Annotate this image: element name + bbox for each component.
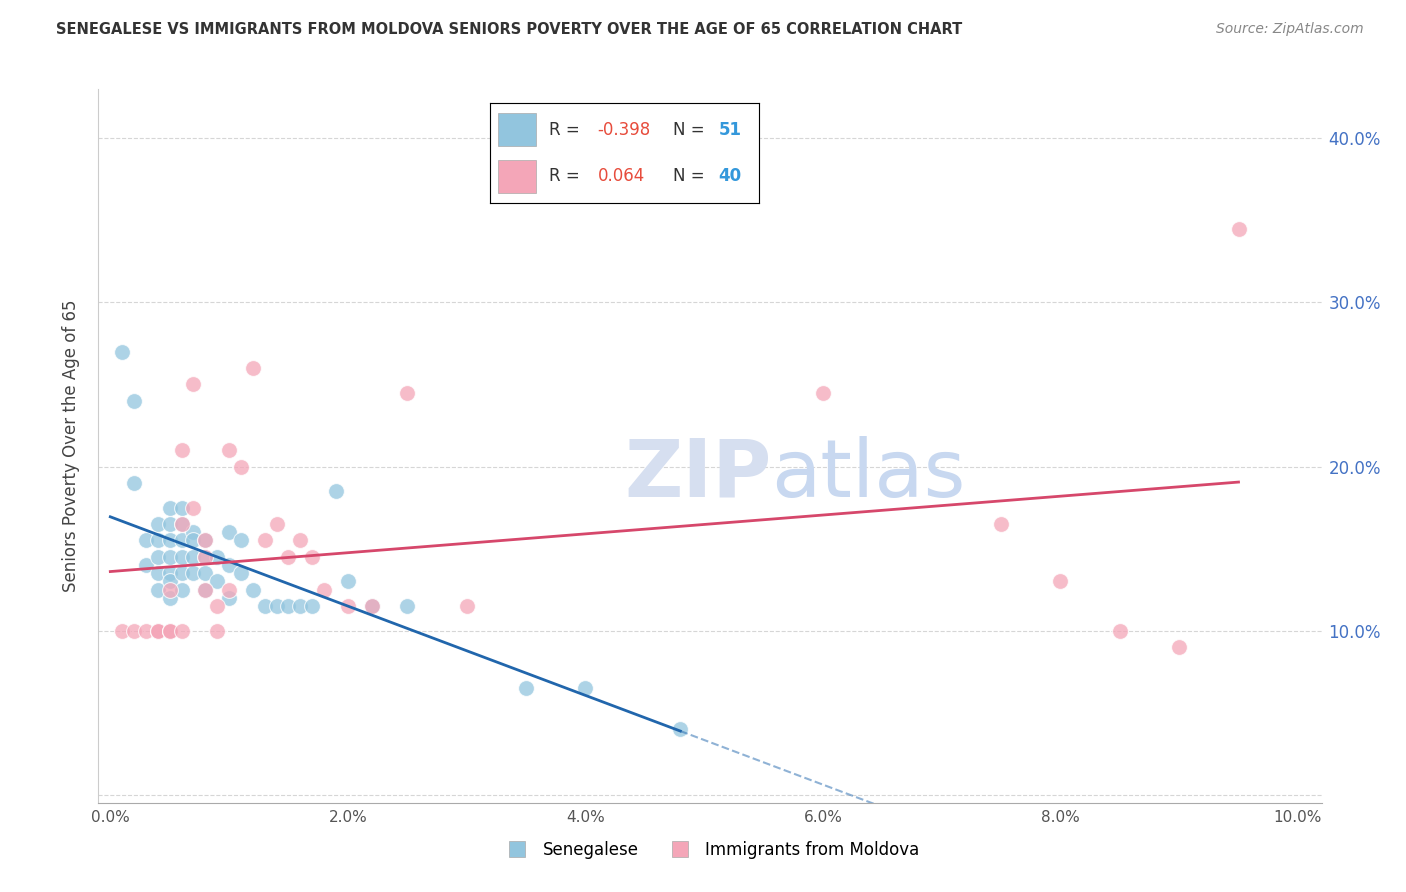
Point	[242, 582, 264, 597]
Point	[183, 500, 205, 515]
Point	[159, 582, 181, 597]
Point	[301, 549, 323, 564]
Point	[170, 566, 193, 581]
Point	[266, 516, 288, 531]
Point	[277, 549, 299, 564]
Point	[253, 533, 276, 548]
Point	[1168, 640, 1191, 654]
Point	[159, 516, 181, 531]
Point	[194, 549, 217, 564]
Point	[229, 566, 252, 581]
Point	[242, 361, 264, 376]
Point	[159, 574, 181, 589]
Point	[159, 566, 181, 581]
Point	[266, 599, 288, 613]
Point	[218, 558, 240, 572]
Point	[194, 549, 217, 564]
Text: SENEGALESE VS IMMIGRANTS FROM MOLDOVA SENIORS POVERTY OVER THE AGE OF 65 CORRELA: SENEGALESE VS IMMIGRANTS FROM MOLDOVA SE…	[56, 22, 963, 37]
Point	[194, 582, 217, 597]
Point	[205, 549, 228, 564]
Point	[312, 582, 335, 597]
Point	[218, 525, 240, 540]
Point	[122, 475, 145, 490]
Point	[360, 599, 382, 613]
Point	[135, 624, 157, 638]
Point	[183, 377, 205, 392]
Y-axis label: Seniors Poverty Over the Age of 65: Seniors Poverty Over the Age of 65	[62, 300, 80, 592]
Point	[1227, 221, 1250, 235]
Point	[170, 443, 193, 458]
Point	[669, 722, 692, 736]
Point	[456, 599, 478, 613]
Point	[146, 624, 169, 638]
Point	[229, 533, 252, 548]
Point	[183, 566, 205, 581]
Point	[159, 500, 181, 515]
Point	[1049, 574, 1071, 589]
Point	[170, 500, 193, 515]
Point	[218, 582, 240, 597]
Point	[159, 549, 181, 564]
Point	[218, 591, 240, 605]
Point	[159, 624, 181, 638]
Point	[170, 549, 193, 564]
Point	[170, 624, 193, 638]
Point	[122, 624, 145, 638]
Point	[122, 393, 145, 408]
Point	[146, 566, 169, 581]
Point	[146, 516, 169, 531]
Point	[159, 624, 181, 638]
Point	[205, 624, 228, 638]
Point	[111, 624, 134, 638]
Point	[194, 566, 217, 581]
Point	[146, 624, 169, 638]
Text: Source: ZipAtlas.com: Source: ZipAtlas.com	[1216, 22, 1364, 37]
Point	[183, 549, 205, 564]
Point	[146, 582, 169, 597]
Point	[159, 591, 181, 605]
Point	[360, 599, 382, 613]
Point	[170, 516, 193, 531]
Point	[990, 516, 1012, 531]
Point	[277, 599, 299, 613]
Text: atlas: atlas	[772, 435, 966, 514]
Point	[170, 582, 193, 597]
Point	[135, 533, 157, 548]
Point	[325, 484, 347, 499]
Point	[170, 533, 193, 548]
Point	[396, 599, 419, 613]
Point	[205, 574, 228, 589]
Point	[336, 574, 359, 589]
Point	[194, 582, 217, 597]
Point	[336, 599, 359, 613]
Point	[146, 624, 169, 638]
Point	[811, 385, 834, 400]
Point	[229, 459, 252, 474]
Point	[146, 533, 169, 548]
Point	[301, 599, 323, 613]
Point	[183, 525, 205, 540]
Point	[253, 599, 276, 613]
Point	[574, 681, 596, 695]
Point	[146, 549, 169, 564]
Point	[159, 533, 181, 548]
Text: ZIP: ZIP	[624, 435, 772, 514]
Point	[183, 533, 205, 548]
Point	[396, 385, 419, 400]
Point	[515, 681, 537, 695]
Point	[290, 533, 312, 548]
Point	[111, 344, 134, 359]
Point	[170, 516, 193, 531]
Point	[194, 533, 217, 548]
Legend: Senegalese, Immigrants from Moldova: Senegalese, Immigrants from Moldova	[494, 835, 927, 866]
Point	[1108, 624, 1130, 638]
Point	[159, 624, 181, 638]
Point	[194, 533, 217, 548]
Point	[290, 599, 312, 613]
Point	[205, 599, 228, 613]
Point	[135, 558, 157, 572]
Point	[218, 443, 240, 458]
